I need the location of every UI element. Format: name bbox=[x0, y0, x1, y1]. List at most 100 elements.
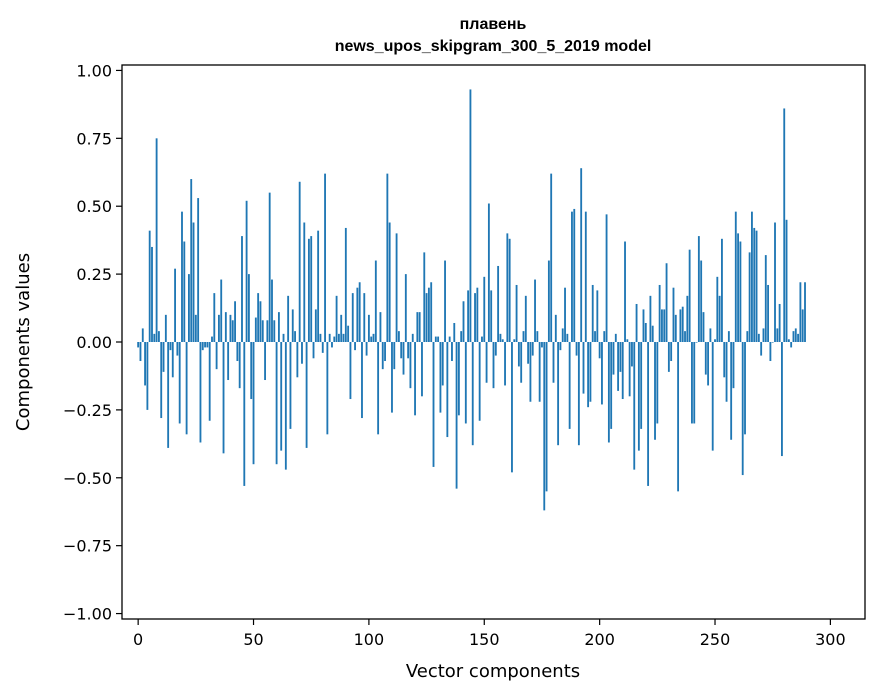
bar bbox=[485, 342, 488, 383]
bar bbox=[430, 282, 433, 342]
bar bbox=[344, 227, 347, 342]
bar bbox=[619, 342, 622, 372]
bar bbox=[261, 320, 264, 342]
bar bbox=[566, 333, 569, 342]
bar bbox=[273, 320, 276, 342]
bar bbox=[467, 290, 470, 342]
bar bbox=[760, 342, 763, 356]
bar bbox=[725, 342, 728, 402]
bar bbox=[351, 293, 354, 342]
bar bbox=[737, 233, 740, 342]
bar bbox=[425, 293, 428, 342]
bar bbox=[183, 241, 186, 342]
bars-group bbox=[137, 89, 806, 511]
bar bbox=[434, 336, 437, 342]
y-tick-label: −0.75 bbox=[63, 537, 112, 556]
bar bbox=[307, 238, 310, 342]
bar bbox=[367, 314, 370, 342]
bar bbox=[776, 328, 779, 342]
bar bbox=[739, 241, 742, 342]
bar bbox=[721, 238, 723, 342]
x-tick-label: 0 bbox=[133, 630, 143, 649]
bar bbox=[139, 342, 142, 362]
bar bbox=[755, 230, 758, 342]
bar bbox=[331, 342, 333, 348]
x-axis-label: Vector components bbox=[406, 661, 580, 682]
bar bbox=[517, 342, 520, 367]
y-tick-label: 0.25 bbox=[76, 265, 112, 284]
bar bbox=[534, 279, 536, 342]
bar bbox=[672, 287, 675, 342]
bar bbox=[568, 342, 571, 429]
bar bbox=[349, 342, 352, 400]
y-tick-label: −0.50 bbox=[63, 469, 112, 488]
bar bbox=[697, 236, 700, 342]
bar bbox=[268, 192, 271, 342]
bar bbox=[201, 342, 204, 351]
bar bbox=[326, 342, 329, 435]
bar bbox=[187, 274, 190, 342]
bar bbox=[621, 342, 624, 400]
bar bbox=[460, 331, 463, 342]
bar bbox=[506, 233, 509, 342]
bar bbox=[298, 181, 301, 342]
bar bbox=[554, 314, 557, 342]
x-tick-label: 100 bbox=[354, 630, 385, 649]
bar bbox=[513, 339, 516, 342]
bar bbox=[727, 331, 730, 342]
bar bbox=[291, 309, 294, 342]
bar bbox=[612, 342, 615, 375]
bar bbox=[250, 342, 253, 400]
bar bbox=[718, 295, 721, 342]
bar bbox=[531, 342, 534, 356]
bar bbox=[734, 211, 737, 342]
bar bbox=[778, 303, 781, 342]
bar bbox=[614, 333, 617, 342]
bar bbox=[670, 342, 673, 362]
bar bbox=[423, 252, 426, 342]
bar bbox=[693, 342, 696, 424]
bar bbox=[252, 342, 255, 465]
bar bbox=[661, 309, 663, 342]
bar bbox=[527, 342, 530, 364]
bar bbox=[148, 230, 151, 342]
x-tick-label: 200 bbox=[584, 630, 615, 649]
bar bbox=[227, 342, 230, 381]
bar bbox=[656, 342, 659, 424]
bar bbox=[797, 333, 800, 342]
bar bbox=[462, 301, 465, 342]
bar bbox=[730, 342, 733, 440]
bar bbox=[497, 265, 500, 342]
bar bbox=[377, 342, 380, 435]
bar bbox=[384, 342, 386, 362]
bar bbox=[381, 342, 384, 370]
bar bbox=[665, 263, 668, 342]
bar bbox=[206, 342, 209, 348]
bar bbox=[379, 312, 382, 342]
bar bbox=[781, 342, 783, 457]
bar bbox=[490, 290, 493, 342]
bar bbox=[388, 222, 391, 342]
bar bbox=[277, 312, 280, 342]
bar bbox=[499, 333, 502, 342]
bar bbox=[167, 342, 170, 448]
bar bbox=[144, 342, 146, 386]
bar bbox=[208, 342, 211, 421]
bar bbox=[243, 342, 246, 486]
bar bbox=[215, 342, 218, 370]
bar bbox=[647, 342, 650, 486]
bar bbox=[804, 282, 806, 342]
bar bbox=[236, 342, 239, 362]
bar bbox=[305, 342, 308, 448]
bar bbox=[211, 336, 213, 342]
bar bbox=[624, 241, 626, 342]
bar bbox=[416, 312, 419, 342]
bar bbox=[529, 342, 532, 402]
bar bbox=[741, 342, 744, 476]
bar bbox=[314, 309, 317, 342]
bar bbox=[481, 336, 483, 342]
bar bbox=[337, 333, 340, 342]
bar bbox=[589, 342, 592, 402]
bar bbox=[234, 301, 236, 342]
